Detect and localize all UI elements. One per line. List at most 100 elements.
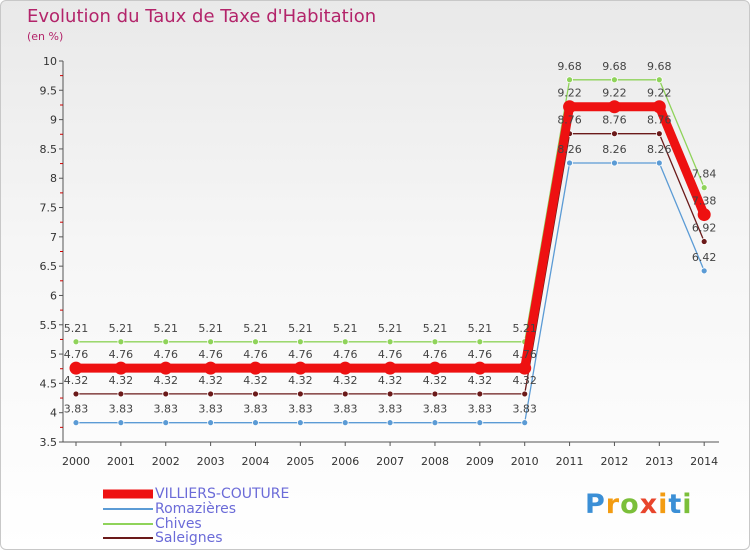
data-point [697,208,711,222]
data-point [652,100,666,114]
y-tick-label: 5.5 [40,319,58,332]
data-point [428,361,442,375]
data-point [252,390,259,398]
x-tick-label: 2007 [376,455,404,468]
x-tick-label: 2010 [511,455,539,468]
legend-swatch-romazieres [103,508,153,510]
legend-swatch-saleignes [103,537,153,539]
x-tick-label: 2000 [62,455,90,468]
data-point [296,390,304,398]
data-point [611,76,618,84]
data-point [114,361,128,375]
data-label: 3.83 [333,403,358,416]
data-label: 5.21 [333,322,358,335]
data-label: 8.76 [647,114,672,127]
chart-axes: 3.5 4 4.5 5 5.5 6 6.5 7 7.5 8 8.5 9 9.5 10 2000 2001 200… [40,55,719,468]
data-point [117,419,125,427]
legend-label-saleignes: Saleignes [155,530,223,546]
data-point [341,338,349,346]
data-point [341,390,349,398]
data-point [162,338,170,346]
data-point [69,361,83,375]
data-point [607,100,621,114]
data-point [162,390,170,398]
data-label: 3.83 [468,403,493,416]
data-label: 3.83 [243,403,268,416]
data-label: 4.32 [378,374,403,387]
legend-swatch-chives [103,523,153,525]
x-tick-label: 2008 [421,455,449,468]
data-point [252,419,259,427]
data-point [207,390,215,398]
data-label: 5.21 [468,322,493,335]
data-point [700,238,708,245]
logo-letter: r [605,489,621,520]
data-label: 3.83 [153,403,178,416]
data-label: 9.68 [647,60,672,73]
logo-letter: t [668,489,683,520]
x-tick-label: 2014 [690,455,718,468]
y-tick-label: 5 [50,348,57,361]
y-tick-label: 6 [50,289,57,302]
data-point [248,361,262,375]
data-label: 4.76 [109,348,134,361]
data-label: 3.83 [288,403,313,416]
data-point [159,361,173,375]
data-point [655,130,663,138]
data-label: 4.76 [512,348,537,361]
logo-letter: o [620,489,640,520]
data-point [431,419,439,427]
y-tick-label: 6.5 [40,260,58,273]
data-point [341,419,349,427]
data-label: 8.26 [557,143,582,156]
data-label: 9.22 [557,87,582,100]
data-point [521,390,529,398]
data-point [563,100,577,114]
data-label: 9.68 [557,60,582,73]
y-tick-label: 10 [43,55,57,68]
y-tick-label: 9.5 [40,84,58,97]
data-label: 4.32 [198,374,223,387]
data-point [700,184,708,192]
data-label: 3.83 [64,403,89,416]
y-tick-label: 7.5 [40,202,58,215]
data-point [72,390,80,398]
data-label: 3.83 [378,403,403,416]
data-label: 8.76 [602,114,627,127]
data-point [207,338,215,346]
data-label: 4.32 [512,374,537,387]
data-label: 4.76 [153,348,178,361]
data-point [207,419,215,427]
data-point [476,338,484,346]
data-label: 4.32 [423,374,448,387]
data-point [383,361,397,375]
data-point [473,361,487,375]
data-point [386,390,394,398]
data-label: 7.84 [692,168,717,181]
data-label: 4.32 [333,374,358,387]
data-label: 6.92 [692,222,717,235]
legend-label-villiers-couture: VILLIERS-COUTURE [155,486,290,502]
data-point [700,267,708,275]
data-label: 3.83 [512,403,537,416]
data-point [252,338,259,346]
logo-letter: i [658,489,669,520]
data-label: 8.26 [647,143,672,156]
data-point [338,361,352,375]
data-label: 4.76 [333,348,358,361]
data-point [518,361,532,375]
data-labels-layer: 4.76 4.76 4.76 4.76 4.76 4.76 4.76 4.76 4.76 4.76… [64,60,717,416]
data-label: 5.21 [64,322,89,335]
data-point [431,338,439,346]
data-point [296,419,304,427]
data-point [655,76,663,84]
data-point [293,361,307,375]
data-label: 4.76 [288,348,313,361]
data-point [296,338,304,346]
data-point [655,159,663,167]
x-tick-label: 2005 [286,455,314,468]
x-tick-label: 2001 [107,455,135,468]
x-tick-label: 2013 [645,455,673,468]
